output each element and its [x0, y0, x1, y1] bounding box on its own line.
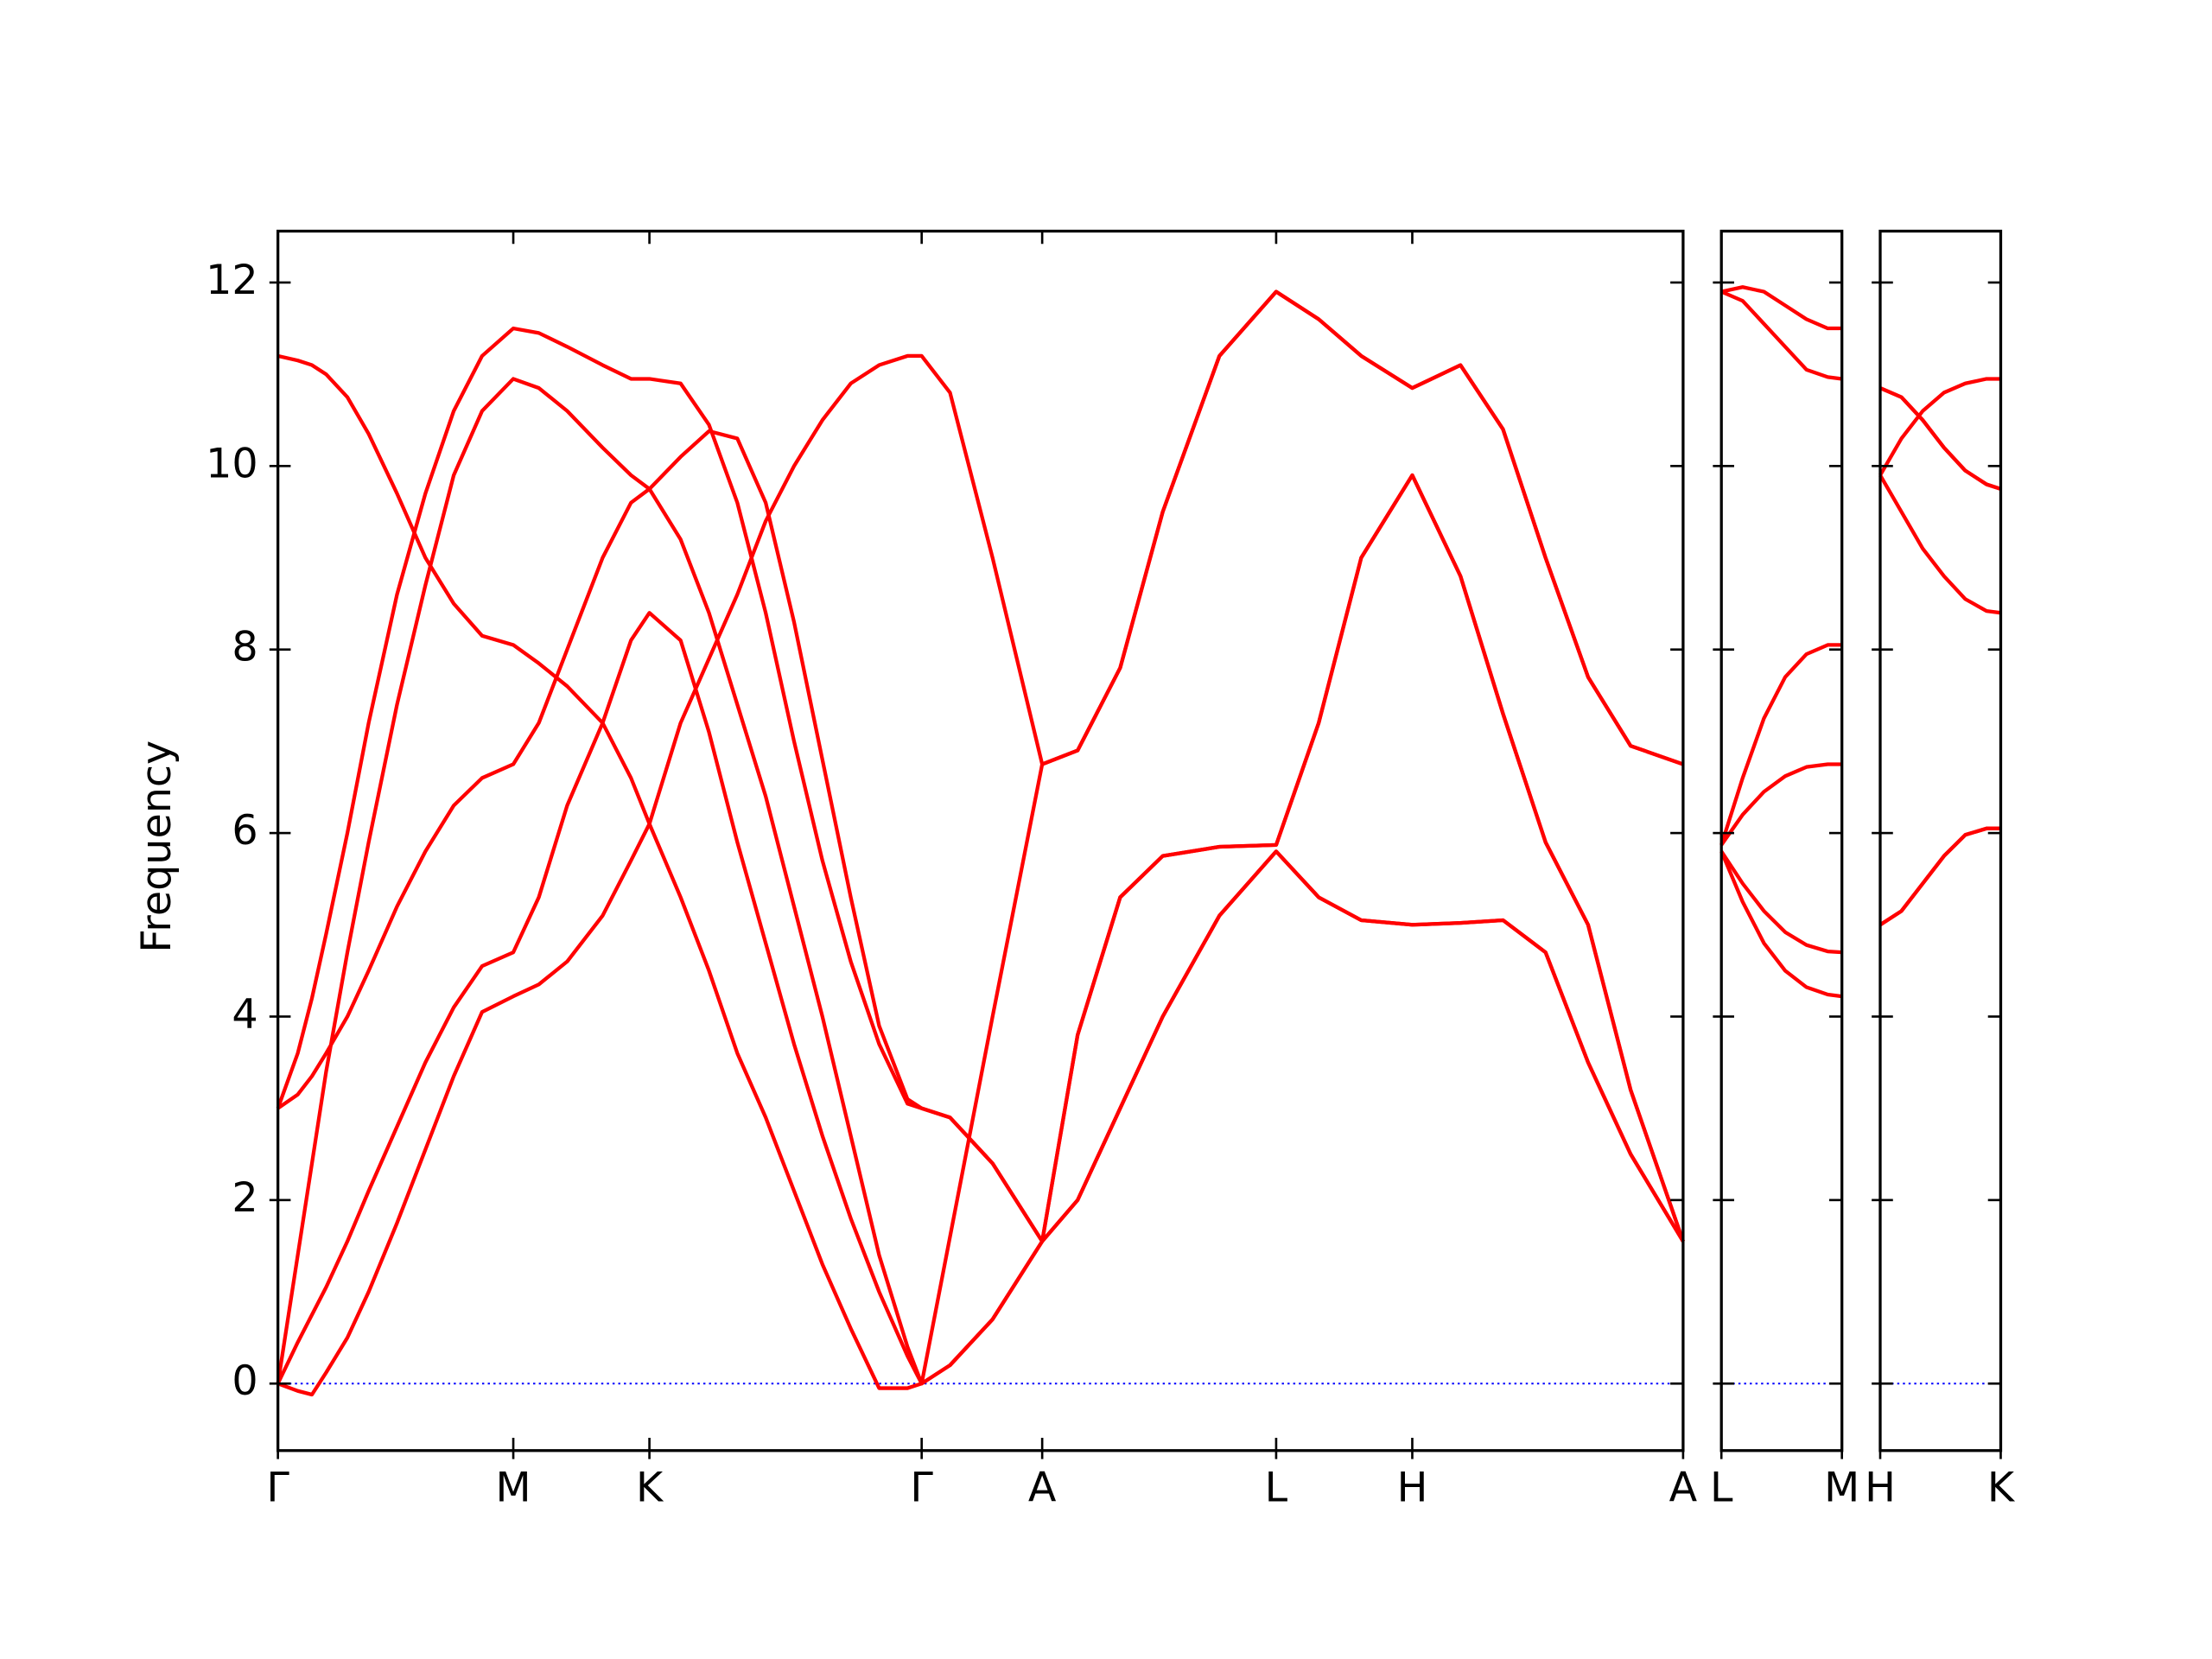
band-line [1878, 474, 2001, 615]
band-line [276, 822, 1685, 1397]
x-tick-label: L [1265, 1465, 1288, 1512]
band-line [1719, 850, 1842, 999]
x-tick-label: M [496, 1465, 531, 1512]
x-tick-label: K [636, 1465, 664, 1512]
band-line [1719, 850, 1842, 955]
x-tick-label: A [1669, 1465, 1698, 1512]
y-tick-label: 0 [232, 1357, 257, 1405]
x-tick-label: Γ [910, 1465, 933, 1512]
plot-frame [276, 229, 1685, 1452]
band-line [1719, 762, 1842, 847]
band-line [276, 289, 1684, 1386]
band-line [1878, 377, 2001, 477]
band-line [1719, 643, 1842, 846]
y-tick-label: 8 [232, 624, 257, 671]
y-tick-label: 4 [232, 990, 257, 1038]
x-tick-label: H [1397, 1465, 1428, 1512]
y-tick-label: 10 [206, 440, 258, 487]
band-line [1878, 826, 2001, 927]
band-line [1720, 285, 1842, 331]
x-tick-label: M [1824, 1465, 1859, 1512]
band-line [1720, 289, 1842, 381]
x-tick-label: K [1987, 1465, 2016, 1512]
y-tick-label: 12 [206, 257, 258, 304]
plot-frame [1878, 229, 2003, 1452]
x-tick-label: A [1028, 1465, 1057, 1512]
y-axis-label: Frequency [133, 741, 181, 953]
plot-frame [1719, 229, 1844, 1452]
band-line [276, 377, 1685, 1384]
x-tick-label: Γ [266, 1465, 289, 1512]
band-line [1879, 386, 2002, 491]
x-tick-label: L [1710, 1465, 1733, 1512]
y-tick-label: 6 [232, 807, 257, 855]
y-tick-label: 2 [232, 1174, 257, 1222]
x-tick-label: H [1865, 1465, 1896, 1512]
